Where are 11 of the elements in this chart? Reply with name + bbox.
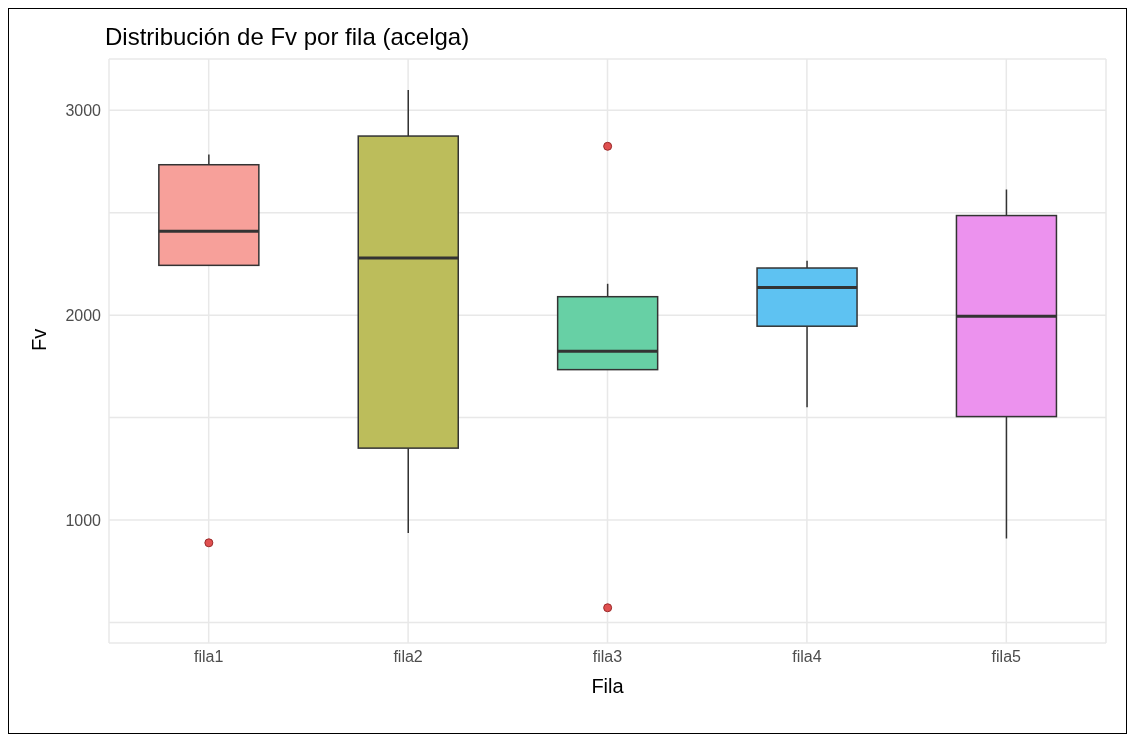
y-tick-label: 2000 [65,306,102,324]
x-tick-label: fila4 [792,648,822,666]
y-axis-title: Fv [28,328,51,351]
chart-title: Distribución de Fv por fila (acelga) [105,23,470,51]
x-tick-label: fila5 [991,648,1022,666]
x-tick-label: fila1 [194,648,224,666]
x-axis-title: Fila [591,675,625,697]
y-tick-label: 3000 [65,101,102,119]
y-tick-label: 1000 [65,511,102,529]
x-tick-label: fila2 [393,648,423,666]
x-tick-label: fila3 [592,648,623,666]
